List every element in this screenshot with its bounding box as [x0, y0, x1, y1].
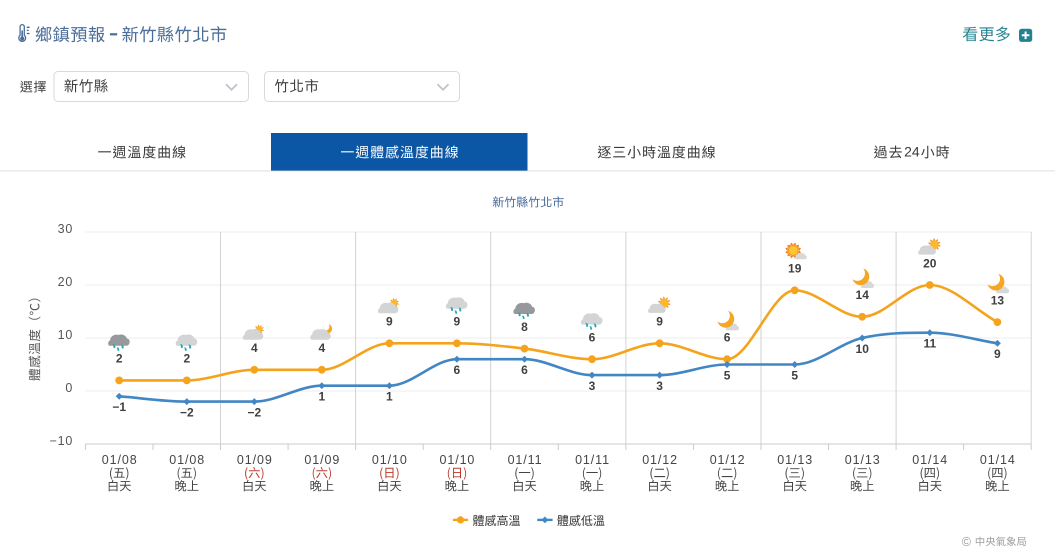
svg-text:01/11: 01/11 — [575, 453, 610, 467]
svg-text:9: 9 — [994, 347, 1001, 361]
svg-text:14: 14 — [856, 288, 870, 302]
svg-text:01/13: 01/13 — [845, 453, 881, 467]
svg-text:01/11: 01/11 — [508, 453, 543, 467]
svg-text:01/12: 01/12 — [642, 453, 678, 467]
svg-text:−1: −1 — [112, 400, 126, 414]
svg-text:10: 10 — [856, 342, 870, 356]
svg-text:13: 13 — [991, 293, 1005, 307]
svg-text:01/09: 01/09 — [304, 453, 340, 467]
svg-text:2: 2 — [183, 352, 190, 366]
svg-text:20: 20 — [58, 275, 74, 289]
svg-text:9: 9 — [656, 315, 663, 329]
svg-text:01/14: 01/14 — [980, 453, 1016, 467]
svg-text:8: 8 — [521, 320, 528, 334]
svg-text:30: 30 — [58, 222, 74, 236]
svg-text:11: 11 — [923, 337, 936, 351]
svg-text:1: 1 — [318, 390, 325, 404]
svg-text:4: 4 — [318, 341, 325, 355]
svg-text:5: 5 — [724, 368, 731, 382]
svg-text:01/13: 01/13 — [777, 453, 813, 467]
svg-text:01/08: 01/08 — [169, 453, 205, 467]
svg-text:3: 3 — [656, 379, 663, 393]
svg-text:6: 6 — [454, 363, 461, 377]
svg-text:6: 6 — [589, 331, 596, 345]
svg-text:3: 3 — [589, 379, 596, 393]
svg-text:01/12: 01/12 — [710, 453, 746, 467]
svg-text:−2: −2 — [180, 405, 194, 419]
svg-text:6: 6 — [521, 363, 528, 377]
svg-text:6: 6 — [724, 331, 731, 345]
svg-text:19: 19 — [788, 262, 802, 276]
svg-text:2: 2 — [116, 352, 123, 366]
svg-text:10: 10 — [58, 328, 74, 342]
svg-text:9: 9 — [386, 315, 393, 329]
svg-text:1: 1 — [386, 390, 393, 404]
svg-text:01/09: 01/09 — [237, 453, 273, 467]
svg-text:24: 24 — [904, 144, 920, 160]
svg-text:−10: −10 — [50, 434, 74, 448]
svg-text:−2: −2 — [247, 405, 261, 419]
svg-text:4: 4 — [251, 341, 258, 355]
svg-text:20: 20 — [923, 256, 937, 270]
svg-text:01/10: 01/10 — [440, 453, 476, 467]
svg-text:01/08: 01/08 — [102, 453, 138, 467]
svg-text:0: 0 — [65, 381, 73, 395]
svg-text:©: © — [962, 535, 972, 549]
svg-text:01/14: 01/14 — [912, 453, 948, 467]
svg-text:9: 9 — [454, 315, 461, 329]
svg-text:01/10: 01/10 — [372, 453, 408, 467]
svg-text:5: 5 — [791, 368, 798, 382]
